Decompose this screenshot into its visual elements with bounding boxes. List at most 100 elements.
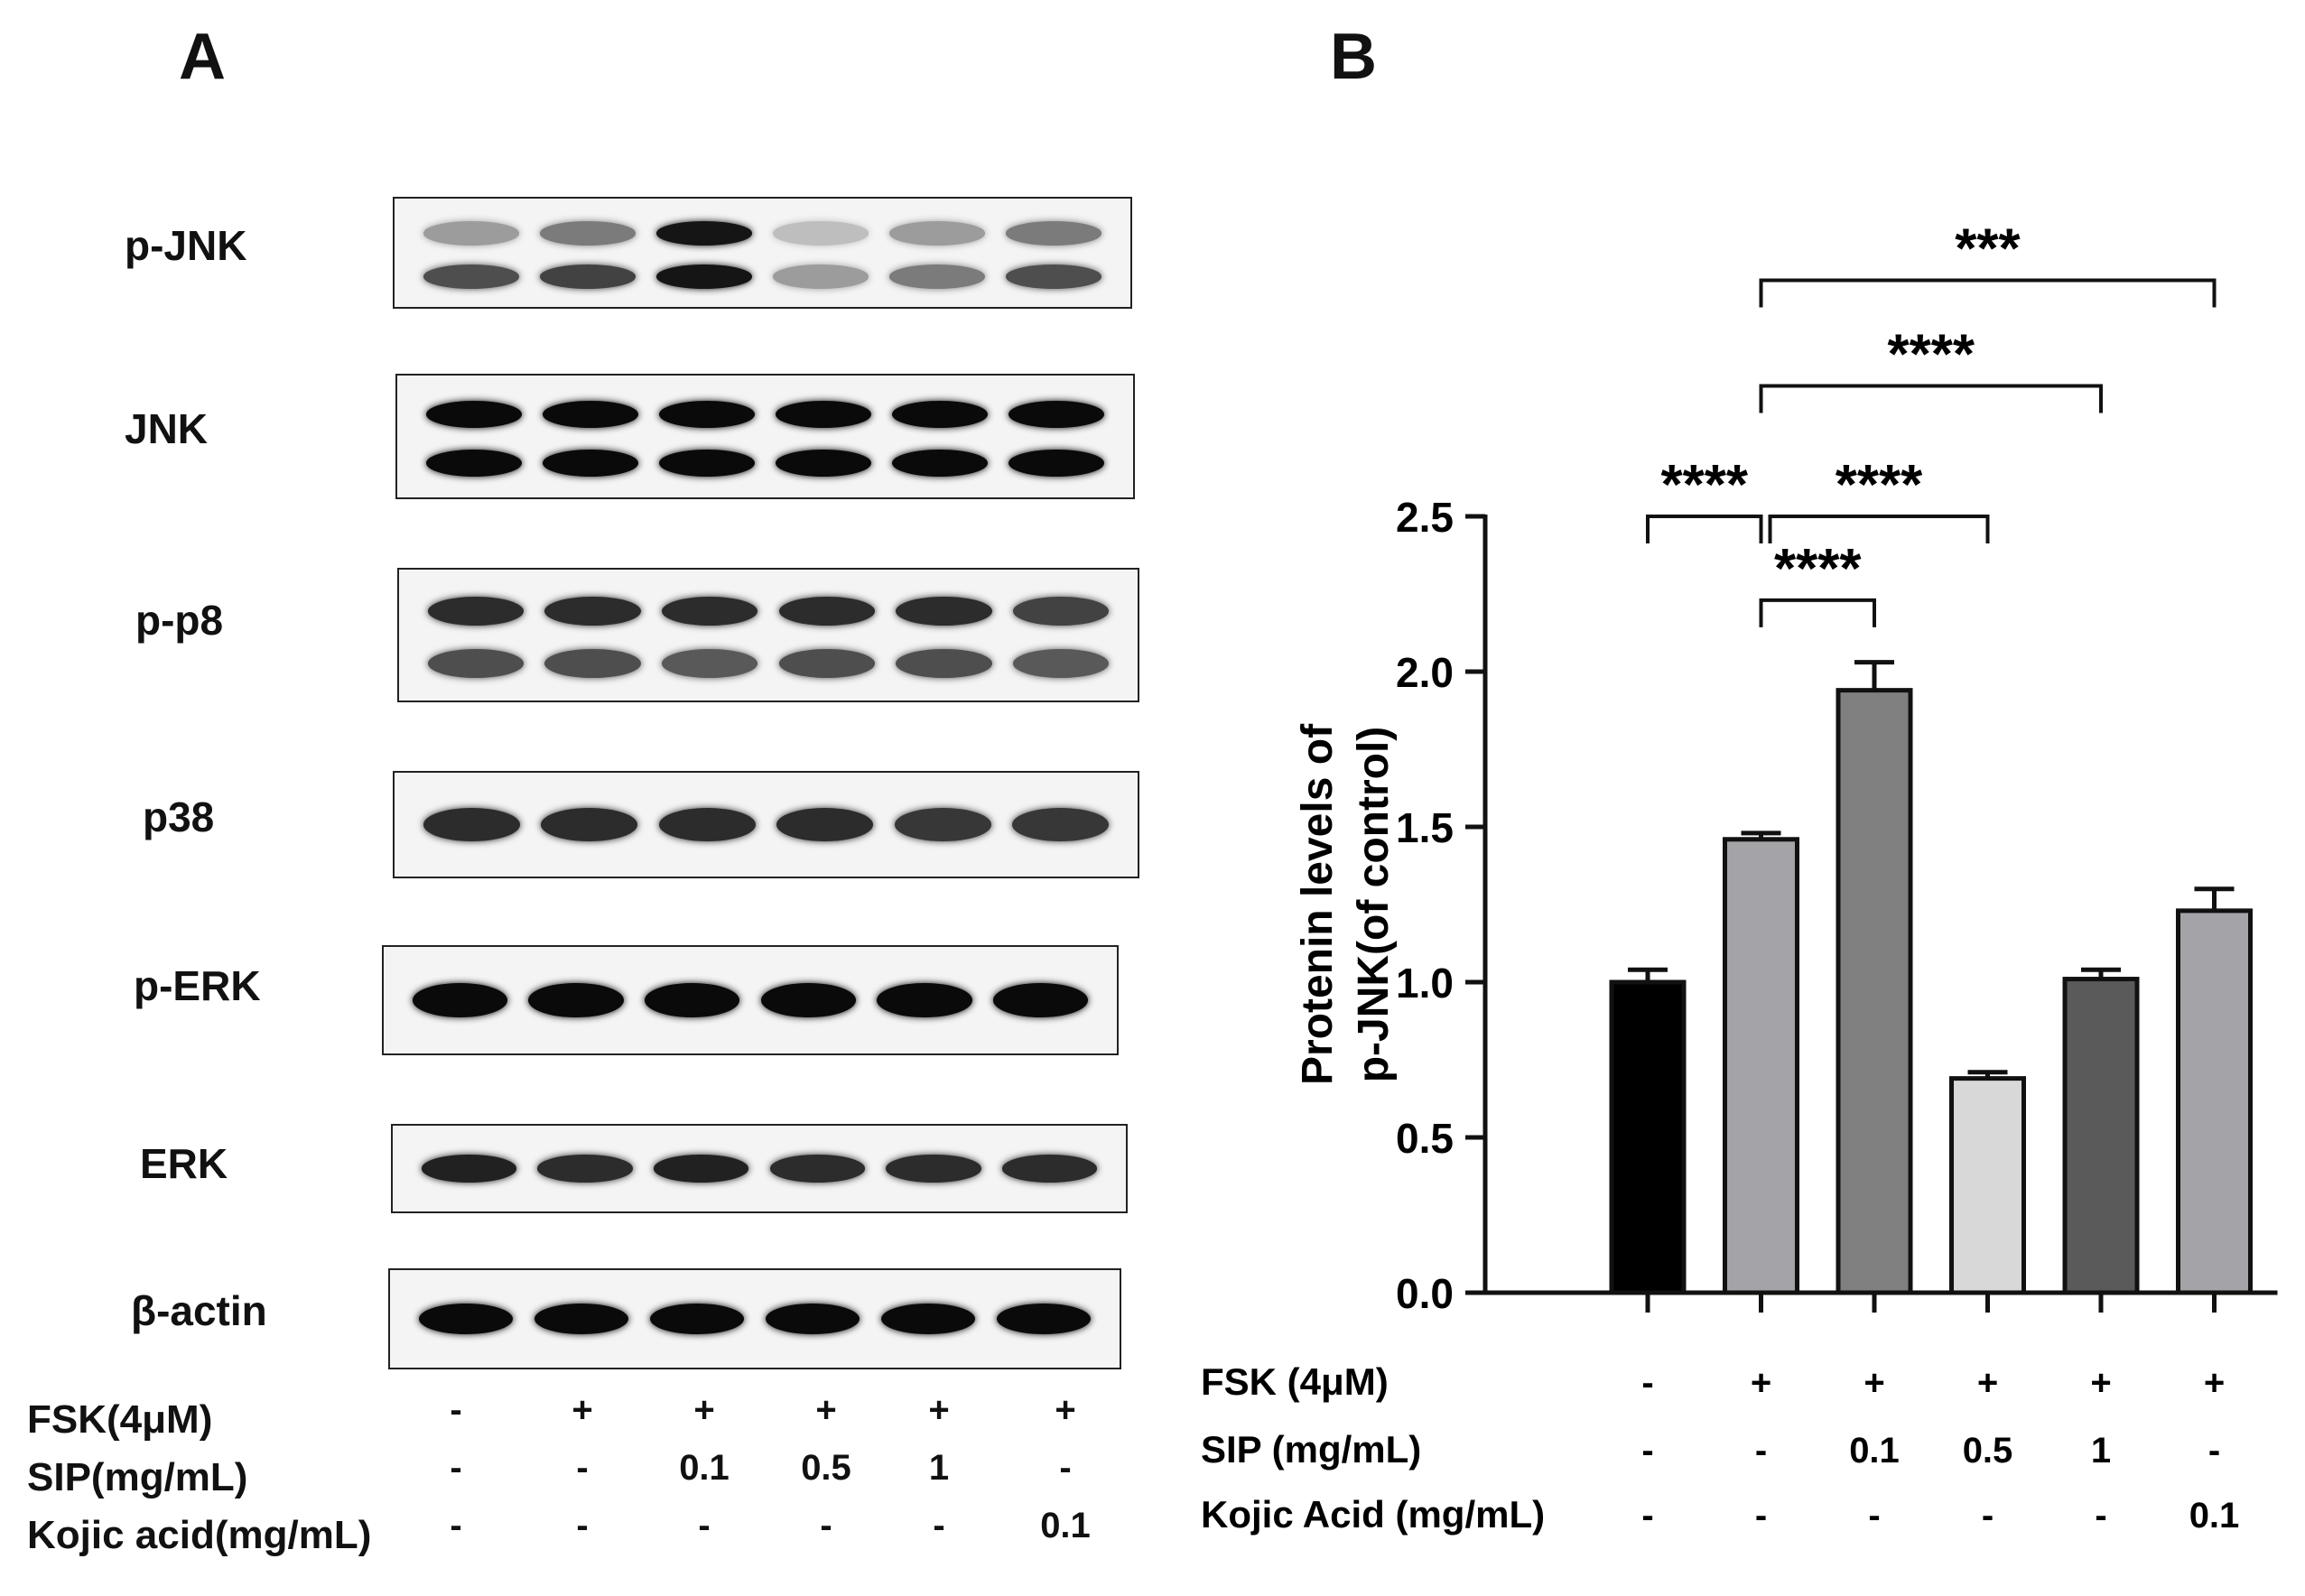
blot-band bbox=[776, 401, 872, 429]
blot-band bbox=[423, 808, 520, 841]
bar bbox=[1609, 979, 1687, 1295]
significance-bracket bbox=[1759, 598, 1876, 627]
chart-condition-value: - bbox=[2208, 1431, 2220, 1471]
blot-band bbox=[644, 983, 740, 1017]
blot-strip bbox=[391, 1124, 1128, 1213]
blot-band bbox=[892, 401, 989, 429]
blot-band bbox=[658, 450, 755, 478]
blot-band bbox=[889, 221, 986, 246]
chart-condition-value: + bbox=[1864, 1363, 1884, 1403]
blot-band bbox=[1008, 401, 1105, 429]
blot-band bbox=[778, 649, 875, 679]
chart-condition-value: - bbox=[1755, 1496, 1767, 1536]
blot-band bbox=[1008, 450, 1105, 478]
chart-condition-value: - bbox=[1641, 1363, 1653, 1403]
blot-strip bbox=[393, 771, 1139, 878]
panel-b-letter: B bbox=[1330, 21, 1377, 93]
blot-condition-label: FSK(4μM) bbox=[27, 1397, 213, 1442]
chart-condition-value: - bbox=[2095, 1496, 2106, 1536]
y-axis-label: Protenin levels of bbox=[1294, 723, 1342, 1085]
chart-condition-value: - bbox=[1868, 1496, 1880, 1536]
blot-condition-value: - bbox=[450, 1448, 462, 1488]
blot-strip bbox=[397, 568, 1139, 702]
chart-condition-value: 1 bbox=[2091, 1431, 2111, 1471]
blot-row-label: p38 bbox=[143, 793, 215, 840]
blot-band bbox=[655, 221, 752, 246]
blot-condition-value: - bbox=[450, 1506, 462, 1545]
blot-band bbox=[880, 1303, 976, 1335]
blot-row-label: p-JNK bbox=[125, 222, 247, 269]
blot-band bbox=[773, 264, 869, 289]
blot-strip bbox=[393, 197, 1132, 309]
blot-strip bbox=[382, 945, 1119, 1055]
chart-condition-value: - bbox=[1982, 1496, 1994, 1536]
blot-band bbox=[542, 401, 638, 429]
chart-condition-value: + bbox=[2090, 1363, 2111, 1403]
blot-band bbox=[894, 808, 991, 841]
blot-band bbox=[1006, 221, 1102, 246]
blot-band bbox=[539, 221, 636, 246]
blot-band bbox=[765, 1303, 860, 1335]
blot-condition-value: - bbox=[1059, 1448, 1072, 1488]
y-tick-label: 2.0 bbox=[1396, 649, 1454, 696]
panel-a-letter: A bbox=[179, 21, 226, 93]
blot-condition-label: SIP(mg/mL) bbox=[27, 1455, 248, 1499]
blot-band bbox=[778, 597, 875, 626]
blot-band bbox=[996, 1303, 1092, 1335]
significance-label: **** bbox=[1836, 454, 1923, 516]
y-tick-label: 2.5 bbox=[1396, 494, 1454, 541]
blot-band bbox=[889, 264, 986, 289]
chart-condition-value: - bbox=[1641, 1496, 1653, 1536]
bar bbox=[2176, 908, 2253, 1295]
blot-row-label: p-ERK bbox=[134, 962, 261, 1009]
chart-condition-value: + bbox=[1977, 1363, 1998, 1403]
blot-band bbox=[541, 808, 638, 841]
chart-condition-label: Kojic Acid (mg/mL) bbox=[1201, 1493, 1545, 1536]
blot-band bbox=[539, 264, 636, 289]
blot-condition-value: + bbox=[572, 1390, 593, 1430]
blot-condition-label: Kojic acid(mg/mL) bbox=[27, 1513, 372, 1557]
significance-bracket bbox=[1759, 278, 2217, 308]
blot-band bbox=[662, 649, 758, 679]
blot-band bbox=[427, 597, 524, 626]
y-tick-label: 1.0 bbox=[1396, 960, 1454, 1007]
blot-band bbox=[992, 983, 1089, 1017]
significance-bracket bbox=[1759, 384, 2103, 413]
significance-bracket bbox=[1768, 515, 1990, 543]
blot-band bbox=[760, 983, 857, 1017]
y-axis-label: p-JNK(of control) bbox=[1350, 727, 1398, 1083]
blot-band bbox=[896, 649, 992, 679]
blot-band bbox=[425, 401, 522, 429]
blot-band bbox=[423, 264, 519, 289]
blot-condition-value: + bbox=[815, 1390, 837, 1430]
chart-condition-value: 0.1 bbox=[1849, 1431, 1900, 1471]
blot-band bbox=[877, 983, 972, 1017]
blot-condition-value: + bbox=[928, 1390, 950, 1430]
blot-condition-value: 0.5 bbox=[801, 1448, 851, 1488]
blot-band bbox=[776, 450, 872, 478]
bar bbox=[1949, 1076, 2026, 1295]
blot-condition-value: + bbox=[1055, 1390, 1076, 1430]
bar bbox=[2062, 977, 2140, 1295]
blot-band bbox=[1013, 597, 1110, 626]
blot-row-label: JNK bbox=[125, 405, 209, 452]
y-tick-label: 0.5 bbox=[1396, 1115, 1454, 1162]
chart-condition-value: - bbox=[1755, 1431, 1767, 1471]
blot-band bbox=[769, 1155, 866, 1183]
chart-condition-value: + bbox=[1751, 1363, 1771, 1403]
blot-band bbox=[892, 450, 989, 478]
significance-label: **** bbox=[1774, 538, 1862, 600]
blot-condition-value: - bbox=[933, 1506, 945, 1545]
chart-condition-label: SIP (mg/mL) bbox=[1201, 1428, 1421, 1471]
chart-condition-label: FSK (4μM) bbox=[1201, 1360, 1389, 1403]
y-tick-label: 0.0 bbox=[1396, 1270, 1454, 1317]
blot-band bbox=[658, 808, 756, 841]
blot-band bbox=[886, 1155, 981, 1183]
blot-condition-value: - bbox=[698, 1506, 711, 1545]
blot-band bbox=[534, 1303, 629, 1335]
blot-condition-value: - bbox=[576, 1448, 589, 1488]
blot-band bbox=[537, 1155, 633, 1183]
blot-condition-value: 1 bbox=[928, 1448, 950, 1488]
bar bbox=[1836, 688, 1913, 1295]
significance-bracket bbox=[1646, 515, 1763, 543]
